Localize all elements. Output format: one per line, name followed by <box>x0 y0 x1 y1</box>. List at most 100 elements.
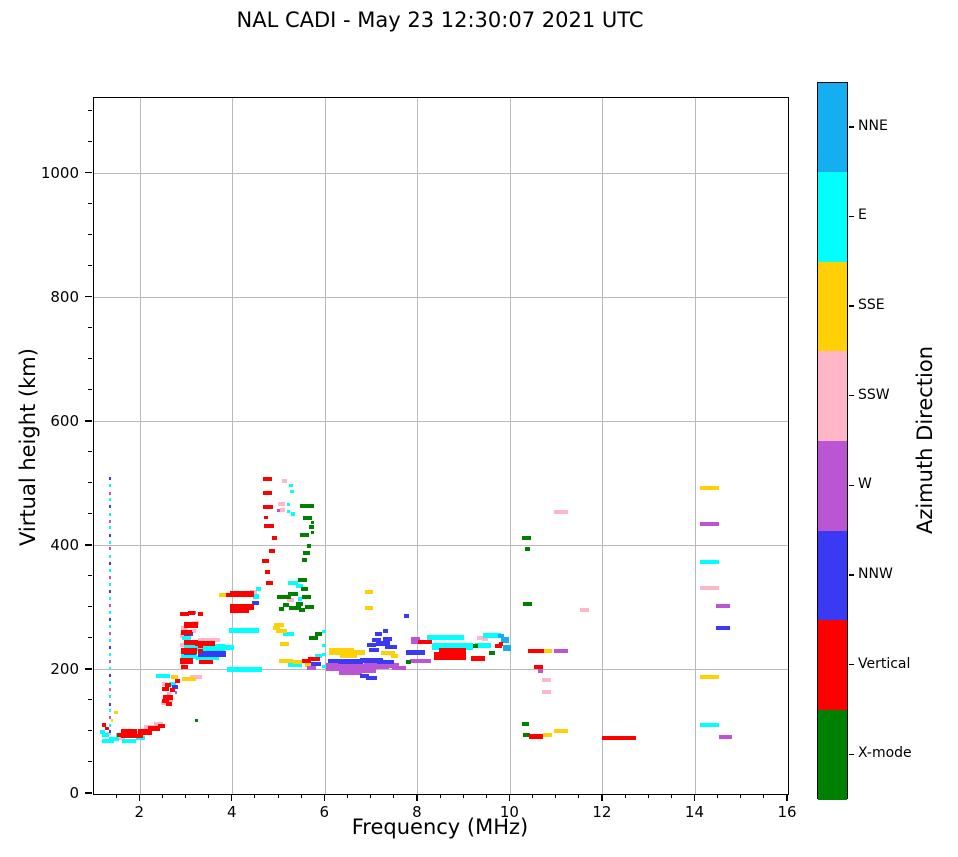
scatter-point-vertical <box>262 476 273 481</box>
scatter-point-e <box>181 635 192 640</box>
scatter-point-e <box>286 509 290 513</box>
scatter-point-e <box>253 594 259 600</box>
x-minor-tick <box>185 794 187 798</box>
scatter-point-ssw <box>181 625 187 630</box>
scatter-point-sse <box>365 590 374 595</box>
scatter-point-x-mode <box>303 515 313 520</box>
y-minor-tick <box>88 482 92 484</box>
x-tick-label: 8 <box>412 803 422 821</box>
scatter-point-vertical <box>197 644 204 649</box>
scatter-point-sse <box>304 662 314 667</box>
x-minor-tick <box>115 794 117 798</box>
scatter-point-e <box>109 652 112 656</box>
scatter-point-e <box>109 526 112 530</box>
scatter-point-e <box>169 681 177 686</box>
colorbar-tick <box>849 305 854 307</box>
scatter-point-vertical <box>601 735 637 740</box>
scatter-point-w <box>700 522 719 527</box>
scatter-point-nnw <box>365 676 378 680</box>
scatter-point-sse <box>181 676 196 681</box>
scatter-point-x-mode <box>405 660 412 665</box>
scatter-point-vertical <box>180 648 197 655</box>
scatter-point-e <box>109 512 112 516</box>
scatter-point-nnw <box>383 629 388 634</box>
x-minor-tick <box>717 794 719 798</box>
gridline-y <box>94 793 788 794</box>
scatter-point-vertical <box>434 652 467 661</box>
scatter-point-e <box>102 733 110 738</box>
gridline-y <box>94 545 788 547</box>
colorbar-segment-w <box>818 441 847 532</box>
x-minor-tick <box>370 794 372 798</box>
scatter-point-vertical <box>180 630 193 636</box>
scatter-point-e <box>286 503 290 507</box>
scatter-point-w <box>380 663 400 669</box>
scatter-point-e <box>255 587 261 592</box>
gridline-y <box>94 421 788 423</box>
x-minor-tick <box>485 794 487 798</box>
scatter-point-w <box>392 666 407 671</box>
scatter-point-w <box>537 668 544 673</box>
scatter-point-x-mode <box>523 733 531 738</box>
scatter-point-vertical <box>179 657 194 664</box>
colorbar-tick <box>849 753 854 755</box>
y-minor-tick <box>88 451 92 453</box>
scatter-point-w <box>343 663 377 673</box>
scatter-point-ssw <box>250 590 258 595</box>
x-minor-tick <box>300 794 302 798</box>
y-minor-tick <box>88 606 92 608</box>
scatter-point-sse <box>391 654 399 659</box>
scatter-point-x-mode <box>489 650 495 655</box>
x-minor-tick <box>161 794 163 798</box>
scatter-point-e <box>431 642 474 650</box>
scatter-point-e <box>194 644 225 652</box>
colorbar-tick <box>849 395 854 397</box>
scatter-point-nnw <box>109 505 112 509</box>
scatter-point-sse <box>273 625 281 630</box>
scatter-point-w <box>109 491 112 495</box>
x-minor-tick <box>393 794 395 798</box>
scatter-point-e <box>109 639 112 643</box>
gridline-x <box>602 98 604 794</box>
colorbar-segment-ssw <box>818 351 847 442</box>
x-tick-label: 12 <box>592 803 612 821</box>
scatter-point-x-mode <box>522 721 530 726</box>
scatter-point-nnw <box>311 661 321 666</box>
scatter-point-sse <box>171 675 179 680</box>
scatter-point-vertical <box>302 658 312 663</box>
x-major-tick <box>231 794 233 801</box>
scatter-point-x-mode <box>299 608 305 613</box>
scatter-point-e <box>109 695 112 699</box>
x-minor-tick <box>578 794 580 798</box>
scatter-point-x-mode <box>314 631 322 636</box>
scatter-point-e <box>229 628 251 634</box>
scatter-point-x-mode <box>522 602 533 607</box>
scatter-point-w <box>109 576 112 579</box>
scatter-point-vertical <box>184 622 199 629</box>
scatter-point-nne <box>500 637 509 644</box>
y-minor-tick <box>88 389 92 391</box>
colorbar-tick <box>849 484 854 486</box>
scatter-point-ssw <box>287 598 295 603</box>
scatter-point-x-mode <box>304 604 314 609</box>
colorbar-tick-label: NNW <box>858 565 893 582</box>
y-minor-tick <box>88 730 92 732</box>
scatter-point-w <box>109 660 112 664</box>
colorbar-tick-label: E <box>858 207 867 224</box>
scatter-point-w <box>718 734 733 739</box>
scatter-point-nnw <box>377 660 394 665</box>
y-tick-label: 200 <box>50 659 79 678</box>
scatter-point-e <box>109 582 112 586</box>
scatter-point-vertical <box>174 679 180 684</box>
page-title: NAL CADI - May 23 12:30:07 2021 UTC <box>236 8 644 32</box>
x-minor-tick <box>462 794 464 798</box>
scatter-point-vertical <box>498 641 504 646</box>
scatter-point-x-mode <box>299 532 310 537</box>
scatter-point-vertical <box>169 687 176 692</box>
scatter-point-e <box>700 560 719 564</box>
scatter-point-vertical <box>266 581 274 586</box>
scatter-point-e <box>700 722 719 727</box>
x-minor-tick <box>439 794 441 798</box>
scatter-point-vertical <box>230 609 249 613</box>
scatter-point-ssw <box>180 661 186 666</box>
